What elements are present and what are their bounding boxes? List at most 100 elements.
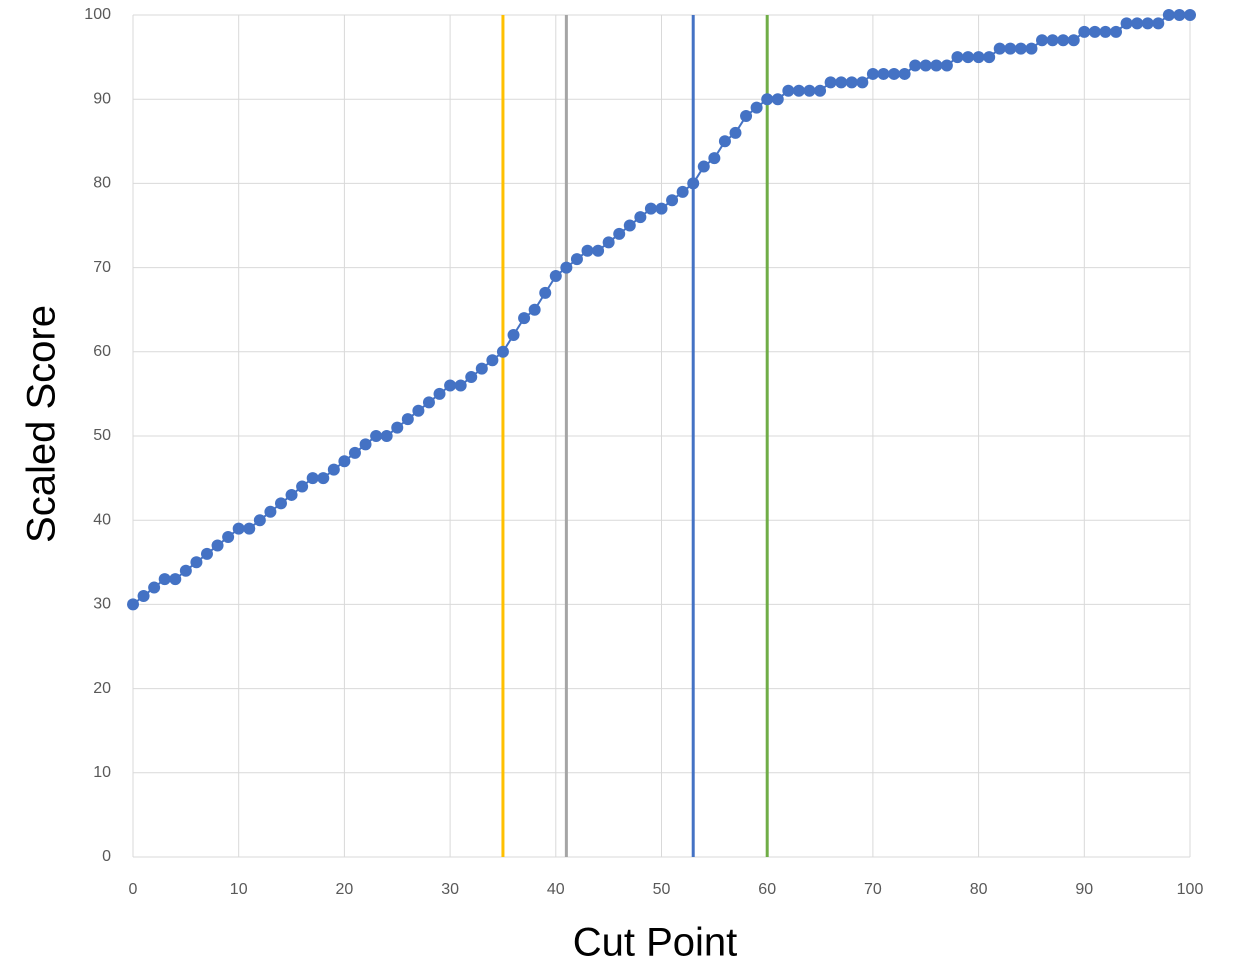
data-point (486, 354, 499, 367)
data-point (951, 51, 964, 64)
data-point (1046, 34, 1059, 47)
data-point (243, 522, 256, 535)
data-point (560, 261, 573, 274)
data-point (581, 244, 594, 257)
data-point (1057, 34, 1070, 47)
data-point (465, 371, 478, 384)
data-point (940, 59, 953, 72)
data-point (327, 463, 340, 476)
data-point (127, 598, 139, 611)
data-point (1110, 25, 1123, 38)
y-tick-label: 50 (93, 427, 111, 444)
data-point (422, 396, 435, 409)
x-tick-label: 90 (1075, 881, 1093, 898)
data-point (496, 345, 509, 358)
data-point (761, 93, 774, 106)
data-point (845, 76, 858, 89)
x-axis-title: Cut Point (573, 921, 738, 965)
data-point (919, 59, 932, 72)
data-point (655, 202, 668, 215)
data-point (1173, 9, 1186, 21)
data-point (972, 51, 985, 64)
y-tick-label: 40 (93, 511, 111, 528)
data-point (391, 421, 404, 434)
data-point (507, 328, 520, 341)
data-point (1025, 42, 1038, 55)
data-point (803, 84, 816, 97)
data-point (1120, 17, 1133, 30)
data-point (676, 185, 689, 198)
data-point (1141, 17, 1154, 30)
data-point (782, 84, 795, 97)
data-point (993, 42, 1006, 55)
data-point (401, 413, 414, 426)
data-point (444, 379, 457, 392)
data-point (750, 101, 763, 114)
data-point (348, 446, 361, 459)
data-point (718, 135, 731, 148)
data-point (475, 362, 488, 375)
data-point (877, 67, 890, 80)
data-point (296, 480, 309, 493)
data-point (232, 522, 245, 535)
data-point (740, 110, 753, 123)
y-tick-label: 60 (93, 343, 111, 360)
data-point (1152, 17, 1165, 30)
x-tick-label: 30 (441, 881, 459, 898)
data-point (666, 194, 679, 207)
data-point (211, 539, 224, 552)
y-tick-label: 0 (102, 848, 111, 865)
y-tick-label: 90 (93, 90, 111, 107)
data-point (930, 59, 943, 72)
data-point (274, 497, 287, 510)
data-point (1184, 9, 1196, 21)
data-point (169, 573, 182, 586)
data-point (708, 152, 721, 165)
data-point (158, 573, 171, 586)
data-point (983, 51, 996, 64)
data-point (528, 303, 541, 316)
data-point (253, 514, 266, 527)
data-point (1014, 42, 1027, 55)
data-point (687, 177, 700, 190)
data-point (518, 312, 531, 325)
data-point (888, 67, 901, 80)
data-point (909, 59, 922, 72)
data-point (1004, 42, 1017, 55)
data-point (1036, 34, 1049, 47)
data-point (433, 387, 446, 400)
data-point (454, 379, 467, 392)
data-point (1078, 25, 1091, 38)
y-tick-label: 80 (93, 175, 111, 192)
data-point (623, 219, 636, 232)
data-point (634, 211, 647, 224)
x-tick-label: 0 (129, 881, 138, 898)
data-point (792, 84, 805, 97)
x-tick-label: 100 (1177, 881, 1204, 898)
data-point (1067, 34, 1080, 47)
data-point (814, 84, 827, 97)
data-point (592, 244, 605, 257)
y-tick-label: 30 (93, 596, 111, 613)
data-point (697, 160, 710, 173)
data-point (729, 126, 742, 139)
data-point (200, 547, 213, 560)
data-point (549, 270, 562, 283)
data-point (190, 556, 203, 569)
data-point (824, 76, 837, 89)
data-point (898, 67, 911, 80)
x-tick-label: 70 (864, 881, 882, 898)
y-axis-title: Scaled Score (20, 305, 64, 543)
data-point (1162, 9, 1175, 21)
data-point (317, 472, 330, 485)
data-point (613, 227, 626, 240)
y-tick-label: 20 (93, 680, 111, 697)
y-tick-label: 10 (93, 764, 111, 781)
data-point (264, 505, 277, 518)
x-tick-label: 20 (336, 881, 354, 898)
data-point (137, 589, 150, 602)
x-tick-label: 10 (230, 881, 248, 898)
data-point (835, 76, 848, 89)
